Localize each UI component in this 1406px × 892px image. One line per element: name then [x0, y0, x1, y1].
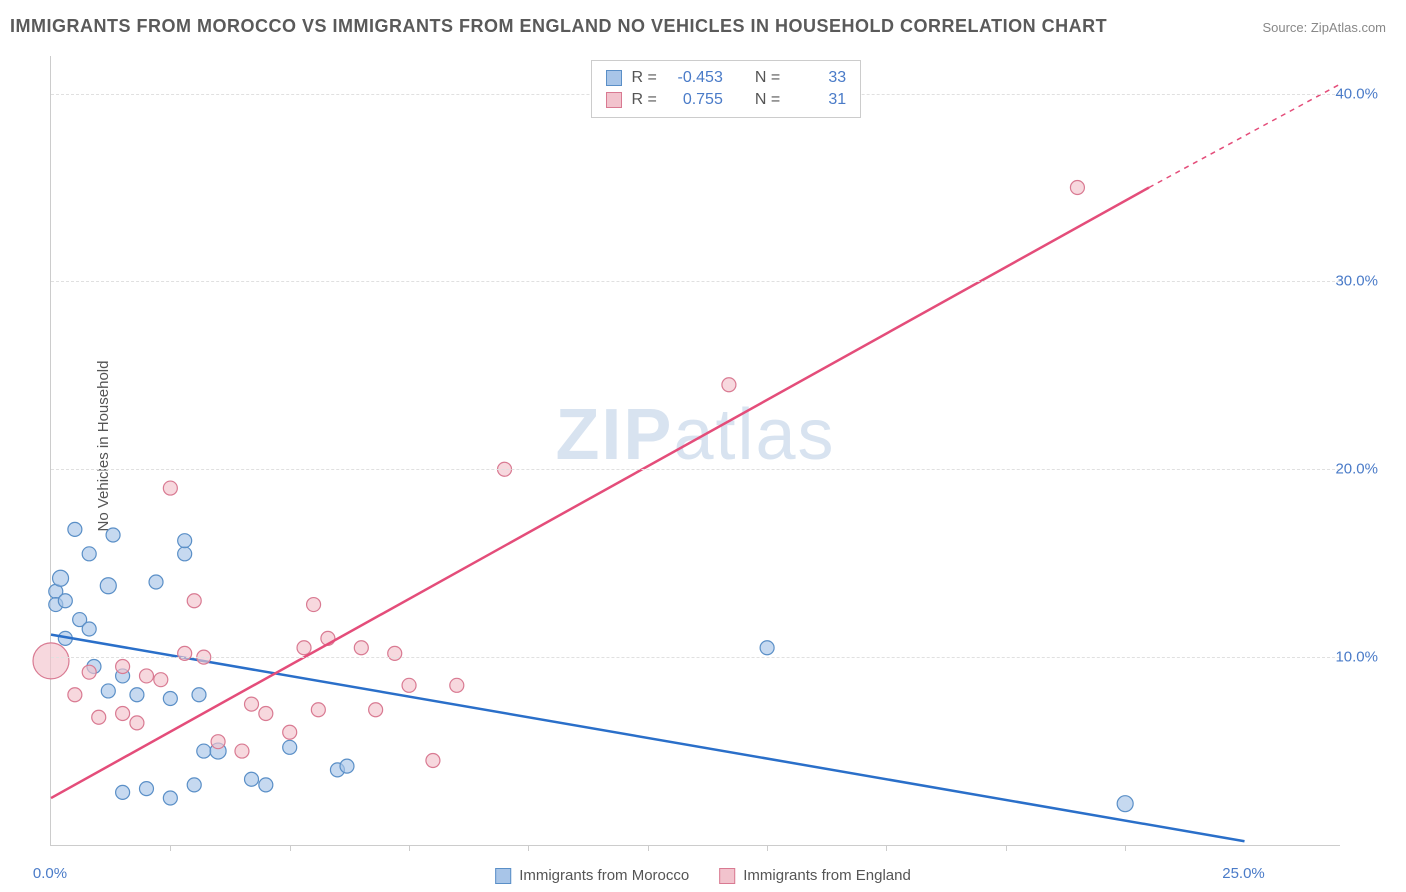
chart-title: IMMIGRANTS FROM MOROCCO VS IMMIGRANTS FR… [10, 16, 1107, 37]
y-tick-label: 40.0% [1335, 85, 1378, 102]
plot-area: ZIPatlas [50, 56, 1340, 846]
legend: Immigrants from Morocco Immigrants from … [495, 867, 911, 884]
legend-swatch-england [719, 868, 735, 884]
stats-row-england: R = 0.755 N = 31 [606, 89, 847, 111]
stats-row-morocco: R = -0.453 N = 33 [606, 67, 847, 89]
stats-swatch-morocco [606, 70, 622, 86]
legend-item-morocco: Immigrants from Morocco [495, 867, 689, 884]
correlation-chart: IMMIGRANTS FROM MOROCCO VS IMMIGRANTS FR… [0, 0, 1406, 892]
stats-box: R = -0.453 N = 33 R = 0.755 N = 31 [591, 60, 862, 118]
y-tick-label: 10.0% [1335, 649, 1378, 666]
source-label: Source: ZipAtlas.com [1262, 20, 1386, 35]
y-tick-label: 30.0% [1335, 273, 1378, 290]
legend-swatch-morocco [495, 868, 511, 884]
stats-swatch-england [606, 92, 622, 108]
x-tick-label: 0.0% [33, 865, 67, 882]
plot-svg [51, 56, 1340, 845]
x-tick-label: 25.0% [1222, 865, 1265, 882]
legend-item-england: Immigrants from England [719, 867, 911, 884]
y-tick-label: 20.0% [1335, 461, 1378, 478]
